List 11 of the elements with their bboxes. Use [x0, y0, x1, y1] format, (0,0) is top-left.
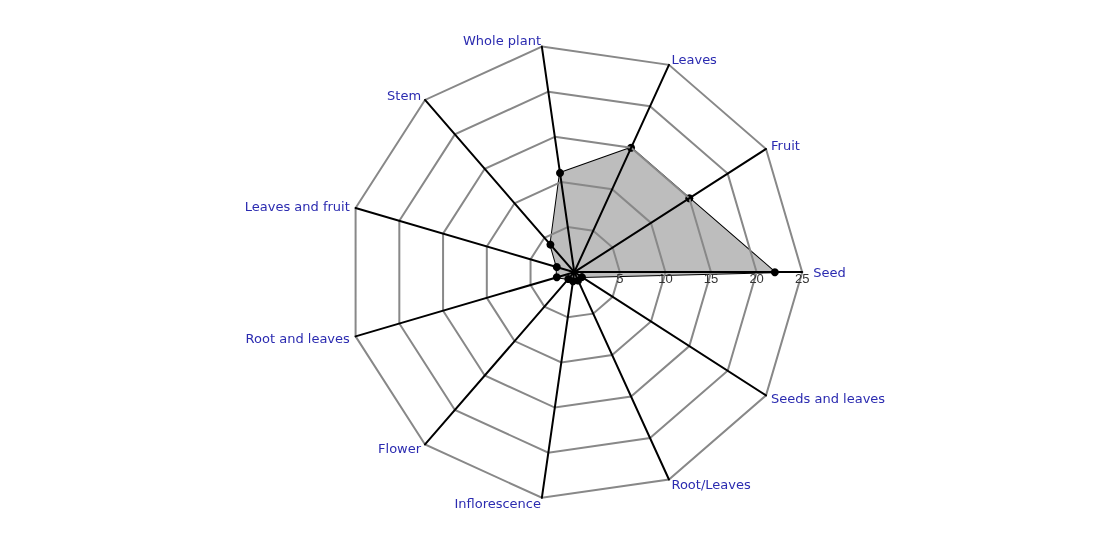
spoke-label: Root and leaves [245, 330, 351, 346]
spoke-label: Whole plant [463, 33, 541, 49]
spoke-label: Root/Leaves [671, 477, 751, 493]
spoke-label: Leaves and fruit [244, 198, 350, 214]
spoke-label: Seed [813, 264, 846, 280]
spoke-label: Leaves [671, 51, 718, 67]
spoke-label: Seeds and leaves [771, 391, 886, 407]
spoke-label: Inflorescence [454, 496, 541, 512]
spoke-label: Flower [378, 441, 422, 457]
spoke-label: Fruit [771, 138, 800, 154]
spoke-label: Stem [387, 87, 422, 103]
